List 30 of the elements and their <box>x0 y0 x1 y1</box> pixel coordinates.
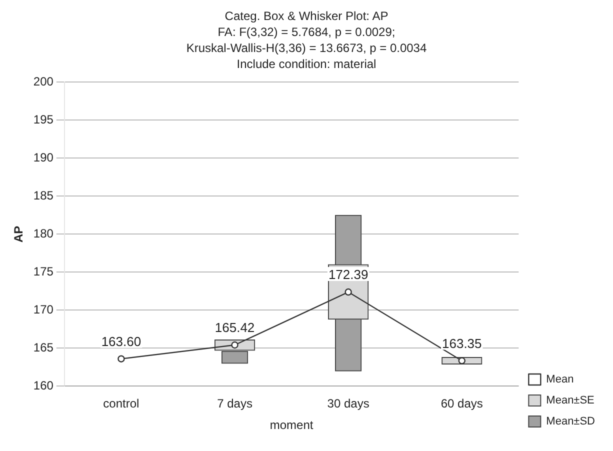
x-tick-label: control <box>103 396 140 411</box>
y-tick-label: 175 <box>33 264 54 279</box>
point <box>231 341 238 349</box>
legend-label: Mean±SE <box>546 394 594 407</box>
data-label: 165.42 <box>214 320 255 336</box>
y-tick-label: 165 <box>33 340 54 355</box>
point <box>118 355 125 362</box>
point <box>344 288 352 296</box>
data-label: 163.35 <box>442 336 482 351</box>
legend-label: Mean±SD <box>546 416 596 428</box>
point <box>458 357 466 364</box>
y-tick-label: 195 <box>33 112 54 127</box>
y-tick-label: 200 <box>33 74 54 89</box>
y-tick-label: 180 <box>33 226 54 241</box>
y-tick-label: 190 <box>33 150 54 165</box>
chart-subtitle: FA: F(3,32) = 5.7684, p = 0.0029; <box>216 24 396 40</box>
data-label: 172.39 <box>328 267 368 282</box>
x-axis-title: moment <box>270 418 314 432</box>
y-axis-title: AP <box>12 226 26 243</box>
data-label: 163.60 <box>101 334 142 349</box>
x-tick-label: 7 days <box>217 396 252 411</box>
y-tick-label: 160 <box>33 378 54 393</box>
text: Include condition: material <box>236 56 378 72</box>
x-tick-label: 60 days <box>440 396 483 411</box>
y-tick-label: 185 <box>33 188 54 203</box>
x-tick-label: 30 days <box>327 396 370 411</box>
chart-title: Categ. Box & Whisker Plot: AP <box>224 8 390 24</box>
text: Kruskal-Wallis-H(3,36) = 13.6673, p = 0.0034 <box>185 40 428 56</box>
legend-label: Mean <box>546 374 574 386</box>
y-tick-label: 170 <box>33 302 54 317</box>
